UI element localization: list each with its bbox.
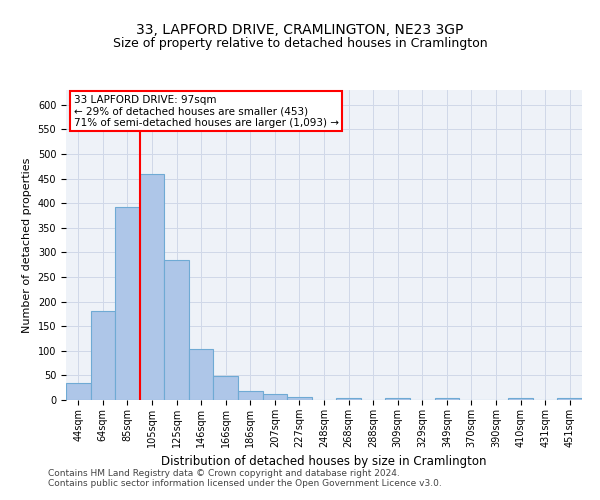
Bar	[508, 398, 533, 400]
Bar	[66, 383, 91, 400]
Text: Size of property relative to detached houses in Cramlington: Size of property relative to detached ho…	[113, 38, 487, 51]
Bar	[385, 398, 410, 400]
Bar	[164, 260, 189, 400]
Bar	[140, 174, 164, 400]
Bar	[287, 396, 312, 400]
Bar	[336, 398, 361, 400]
Text: Contains public sector information licensed under the Open Government Licence v3: Contains public sector information licen…	[48, 479, 442, 488]
Text: 33, LAPFORD DRIVE, CRAMLINGTON, NE23 3GP: 33, LAPFORD DRIVE, CRAMLINGTON, NE23 3GP	[136, 22, 464, 36]
Text: Contains HM Land Registry data © Crown copyright and database right 2024.: Contains HM Land Registry data © Crown c…	[48, 469, 400, 478]
Text: 33 LAPFORD DRIVE: 97sqm
← 29% of detached houses are smaller (453)
71% of semi-d: 33 LAPFORD DRIVE: 97sqm ← 29% of detache…	[74, 94, 339, 128]
Bar	[214, 376, 238, 400]
Bar	[91, 312, 115, 400]
Bar	[189, 350, 214, 400]
Bar	[263, 394, 287, 400]
X-axis label: Distribution of detached houses by size in Cramlington: Distribution of detached houses by size …	[161, 456, 487, 468]
Y-axis label: Number of detached properties: Number of detached properties	[22, 158, 32, 332]
Bar	[434, 398, 459, 400]
Bar	[557, 398, 582, 400]
Bar	[238, 390, 263, 400]
Bar	[115, 206, 140, 400]
